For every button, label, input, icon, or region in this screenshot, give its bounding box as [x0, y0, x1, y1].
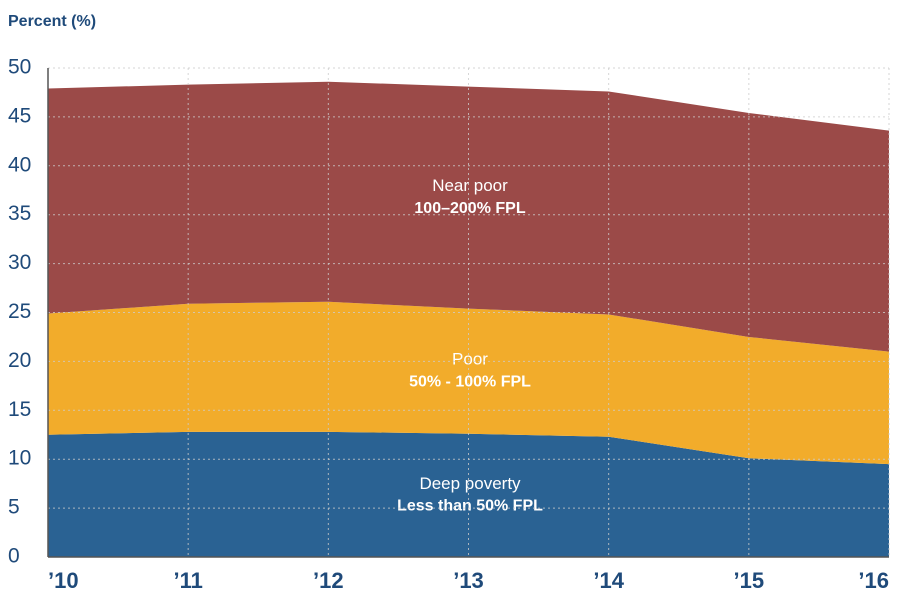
y-tick-label: 5	[8, 496, 20, 519]
y-tick-label: 40	[8, 153, 31, 176]
x-tick-label: ’11	[173, 568, 202, 593]
series-label: Near poor	[432, 176, 508, 195]
y-tick-label: 20	[8, 349, 31, 372]
series-sublabel: Less than 50% FPL	[397, 498, 543, 515]
x-tick-label: ’12	[313, 568, 344, 593]
y-tick-label: 35	[8, 202, 31, 225]
y-tick-label: 25	[8, 300, 31, 323]
series-label: Deep poverty	[419, 474, 521, 493]
x-tick-label: ’16	[858, 568, 889, 593]
series-label: Poor	[452, 350, 488, 369]
series-sublabel: 50% - 100% FPL	[409, 373, 531, 390]
y-tick-label: 30	[8, 251, 31, 274]
x-tick-label: ’14	[593, 568, 624, 593]
y-tick-label: 45	[8, 104, 31, 127]
y-tick-label: 10	[8, 447, 31, 470]
x-tick-label: ’13	[453, 568, 484, 593]
y-tick-label: 15	[8, 398, 31, 421]
area	[48, 81, 889, 352]
x-tick-label: ’10	[48, 568, 79, 593]
series-sublabel: 100–200% FPL	[414, 200, 525, 217]
x-tick-label: ’15	[734, 568, 765, 593]
y-tick-label: 0	[8, 545, 20, 568]
y-axis-label: Percent (%)	[8, 13, 96, 30]
area	[48, 301, 889, 465]
y-tick-label: 50	[8, 56, 31, 79]
